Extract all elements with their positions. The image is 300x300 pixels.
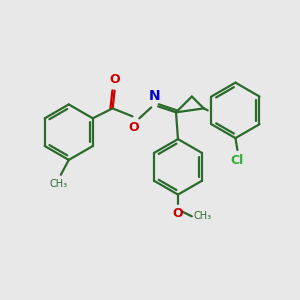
Text: O: O	[109, 73, 120, 85]
Text: O: O	[173, 208, 183, 220]
Text: O: O	[128, 121, 139, 134]
Text: Cl: Cl	[231, 154, 244, 167]
Text: CH₃: CH₃	[194, 212, 212, 221]
Text: CH₃: CH₃	[50, 179, 68, 189]
Text: N: N	[148, 89, 160, 103]
